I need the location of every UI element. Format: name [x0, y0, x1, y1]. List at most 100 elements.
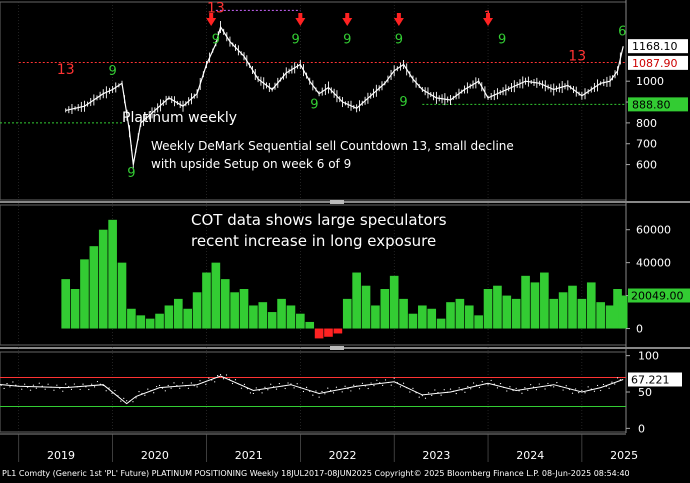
cot-bar-20 — [249, 305, 258, 329]
value-label-bg-1 — [628, 55, 688, 70]
rsi-point — [0, 384, 2, 386]
rsi-point — [559, 385, 561, 387]
cot-bar-5 — [108, 219, 117, 329]
rsi-point — [231, 382, 234, 385]
cot-bar-54 — [568, 285, 577, 329]
rsi-point — [193, 385, 195, 387]
rsi-point — [120, 400, 122, 402]
rsi-point — [88, 388, 90, 391]
rsi-point — [605, 385, 607, 387]
rsi-point — [619, 379, 621, 381]
sell-arrow-3 — [393, 18, 404, 26]
rsi-point — [512, 389, 514, 392]
rsi-point — [56, 384, 58, 386]
setup-mark-9: 6 — [618, 24, 626, 39]
rsi-point — [38, 382, 40, 384]
rsi-point — [330, 389, 332, 392]
x-tick-label-2025: 2025 — [610, 449, 638, 462]
rsi-point — [24, 383, 26, 385]
rsi-point — [246, 388, 249, 390]
cot-ytick-label-0: 0 — [636, 323, 643, 336]
rsi-point — [243, 383, 246, 385]
setup-mark-2: 9 — [291, 33, 299, 48]
demark-note: Weekly DeMark Sequential sell Countdown … — [151, 139, 514, 171]
rsi-point — [499, 382, 502, 385]
rsi-point — [324, 393, 326, 395]
rsi-point — [490, 379, 492, 382]
rsi-point — [535, 388, 538, 391]
rsi-point — [305, 386, 308, 388]
rsi-point — [9, 386, 11, 388]
rsi-point — [167, 384, 169, 387]
cot-ytick-label-40000: 40000 — [636, 257, 671, 270]
rsi-point — [67, 386, 70, 388]
sell-arrow-stem-0 — [209, 13, 214, 19]
rsi-last-label: 67.221 — [631, 373, 670, 386]
rsi-point — [452, 390, 454, 392]
rsi-point — [190, 382, 192, 384]
rsi-point — [312, 394, 314, 396]
rsi-point — [437, 391, 439, 394]
footer-text: PL1 Comdty (Generic 1st 'PL' Future) PLA… — [2, 469, 630, 478]
rsi-point — [12, 381, 14, 383]
rsi-point — [141, 392, 143, 395]
rsi-point — [117, 395, 119, 397]
rsi-point — [214, 381, 216, 383]
rsi-point — [387, 381, 390, 384]
rsi-point — [234, 379, 237, 381]
rsi-point — [353, 384, 355, 386]
x-tick-label-2019: 2019 — [47, 449, 75, 462]
rsi-point — [50, 386, 52, 388]
rsi-point — [273, 386, 275, 388]
x-tick-label-2022: 2022 — [329, 449, 357, 462]
cot-bar-18 — [230, 292, 239, 329]
rsi-point — [147, 388, 149, 390]
rsi-point — [541, 385, 543, 388]
rsi-point — [446, 391, 448, 393]
value-label-1: 1087.90 — [632, 57, 678, 70]
rsi-point — [367, 387, 369, 390]
rsi-point — [96, 380, 99, 383]
rsi-point — [318, 396, 320, 398]
rsi-point — [264, 386, 266, 388]
value-label-bg-2 — [628, 97, 688, 112]
rsi-point — [527, 389, 529, 391]
rsi-point — [350, 390, 352, 392]
rsi-point — [290, 383, 292, 385]
rsi-point — [602, 383, 605, 386]
rsi-point — [284, 387, 286, 390]
rsi-point — [129, 400, 131, 402]
x-tick-label-2023: 2023 — [422, 449, 450, 462]
rsi-point — [521, 392, 523, 394]
setup-mark-0: 9 — [108, 64, 116, 79]
rsi-point — [370, 382, 372, 384]
cot-bar-10 — [155, 313, 164, 329]
sell-arrow-stem-3 — [396, 13, 401, 19]
cot-bar-15 — [202, 272, 211, 329]
rsi-ytick-label-0: 0 — [638, 422, 645, 435]
rsi-point — [176, 384, 178, 387]
sell-arrow-4 — [483, 18, 494, 26]
countdown-mark-1: 13 — [207, 0, 225, 16]
cot-bar-56 — [586, 282, 596, 329]
rsi-point — [278, 383, 280, 385]
rsi-point — [443, 389, 445, 391]
platinum-weekly-label: Platinum weekly — [122, 110, 238, 126]
rsi-point — [415, 392, 417, 394]
rsi-point — [59, 387, 61, 389]
rsi-point — [409, 391, 411, 393]
rsi-point — [270, 383, 272, 385]
rsi-point — [3, 387, 5, 390]
countdown-mark-0: 13 — [57, 62, 75, 78]
rsi-ytick-label-50: 50 — [638, 386, 652, 399]
rsi-point — [338, 388, 340, 391]
rsi-point — [616, 377, 619, 379]
cot-bar-24 — [286, 305, 296, 329]
price-ytick-label-700: 700 — [636, 138, 657, 151]
cot-last-label-bg — [628, 288, 690, 303]
rsi-point — [431, 394, 433, 396]
value-label-0: 1168.10 — [632, 40, 678, 53]
rsi-point — [196, 386, 198, 388]
rsi-point — [111, 392, 113, 394]
rsi-point — [202, 381, 204, 384]
